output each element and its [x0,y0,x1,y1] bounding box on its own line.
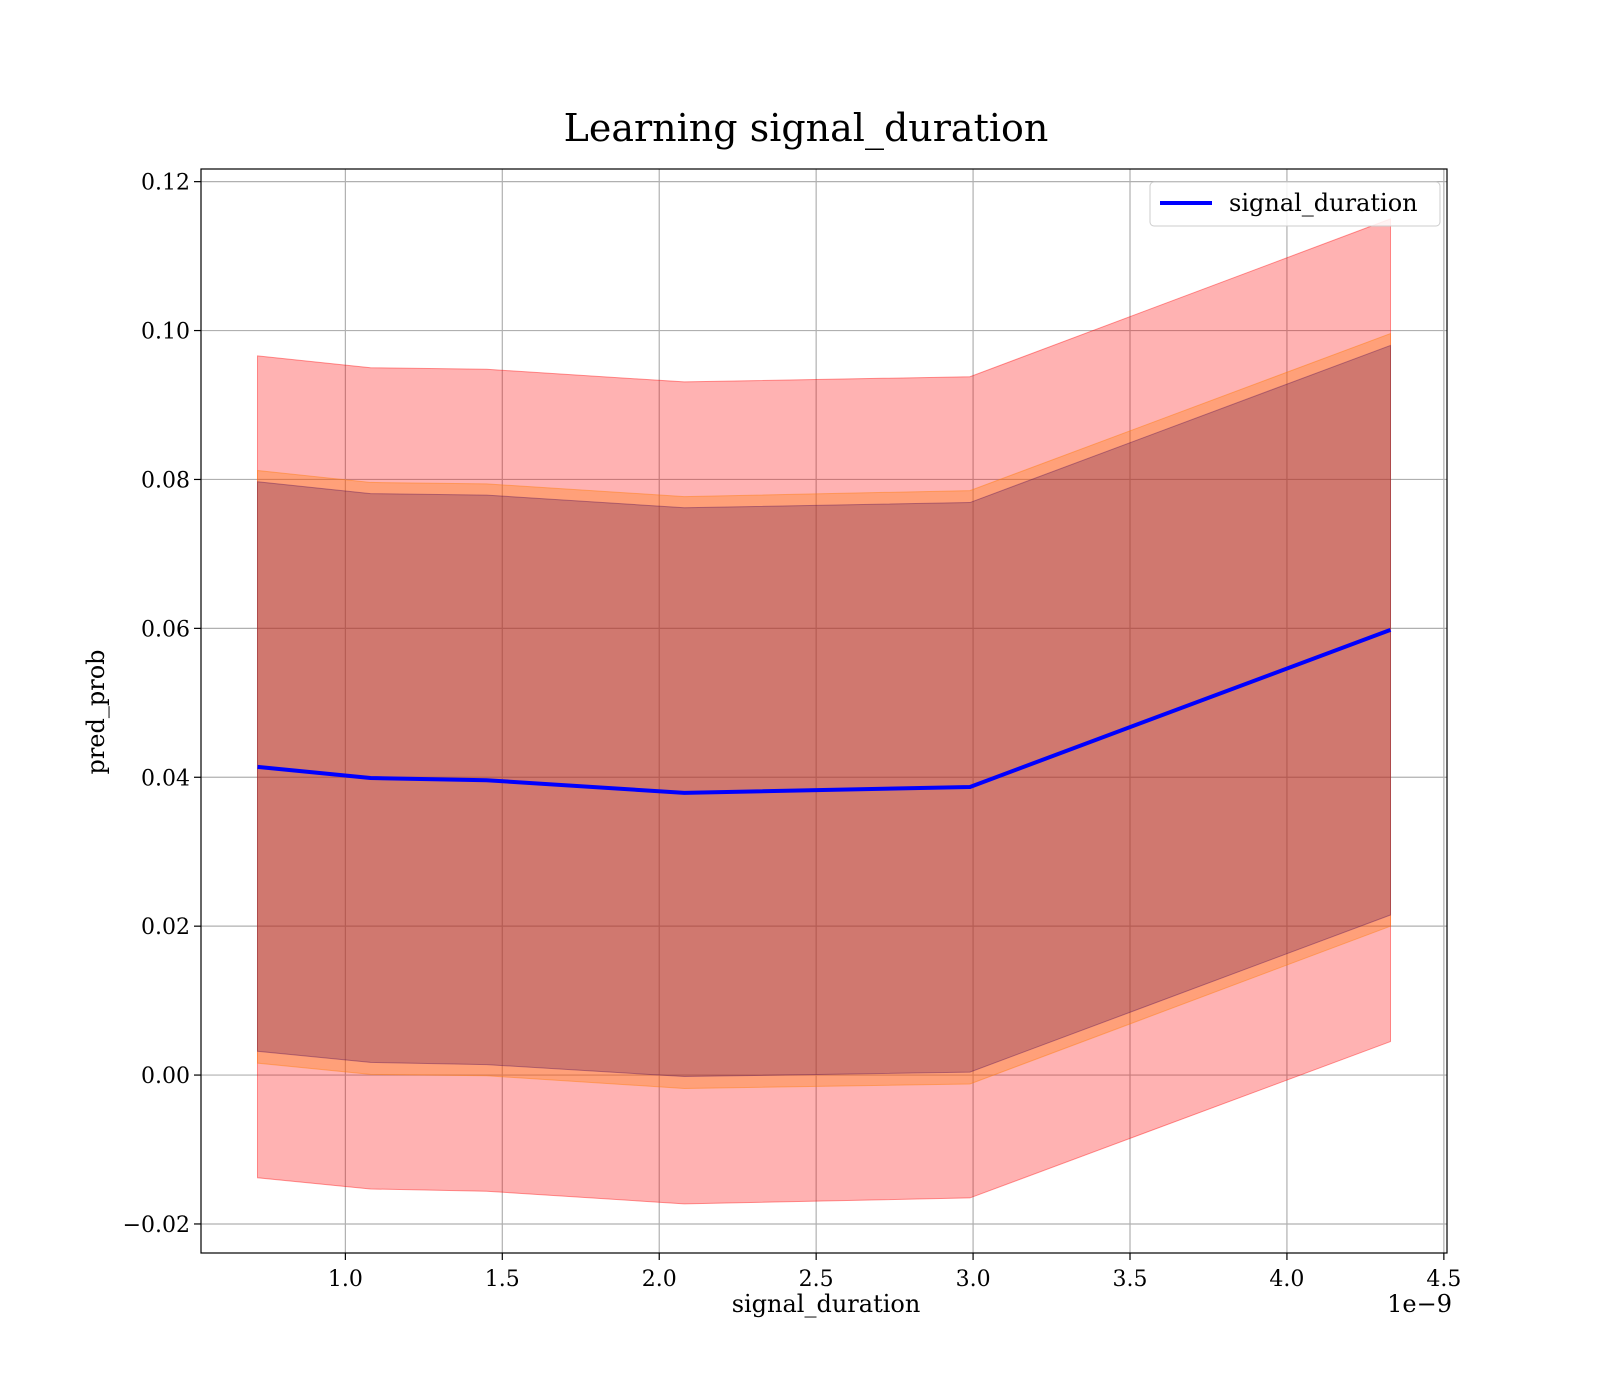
confidence-band [256,332,1392,1089]
y-ticks: −0.02 0.00 0.02 0.04 0.06 0.08 0.10 0.12 [123,171,201,1238]
axes-frame [200,168,1448,1254]
chart-title: Learning signal_duration [564,106,1049,151]
legend: signal_duration [1149,181,1441,227]
y-tick-label: 0.00 [141,1064,190,1089]
plot-area [200,168,1448,1254]
legend-box [1149,181,1441,227]
x-tick-label: 1.0 [328,1267,363,1292]
x-tick-label: 3.5 [1113,1267,1148,1292]
confidence-bands [256,218,1392,1205]
x-tick-label: 2.5 [799,1267,834,1292]
y-tick-label: −0.02 [123,1213,190,1238]
x-tick-label: 3.0 [956,1267,991,1292]
x-ticks: 1.0 1.5 2.0 2.5 3.0 3.5 4.0 4.5 [328,1253,1461,1292]
confidence-band [256,218,1392,1205]
x-offset-text: 1e−9 [1387,1290,1452,1318]
y-tick-label: 0.08 [141,468,190,493]
x-tick-label: 4.5 [1426,1267,1461,1292]
legend-label: signal_duration [1229,189,1418,217]
y-tick-label: 0.10 [141,320,190,345]
y-tick-label: 0.06 [141,617,190,642]
x-axis-label: signal_duration [732,1290,921,1318]
y-tick-label: 0.02 [141,915,190,940]
x-tick-label: 1.5 [485,1267,520,1292]
y-tick-label: 0.04 [141,766,190,791]
series-line [257,627,1392,795]
y-axis-label: pred_prob [82,649,110,774]
x-tick-label: 2.0 [642,1267,677,1292]
axes-background [201,169,1447,1253]
x-tick-label: 4.0 [1269,1267,1304,1292]
y-tick-label: 0.12 [141,171,190,196]
series-lines [257,627,1392,795]
confidence-band [256,344,1392,1078]
